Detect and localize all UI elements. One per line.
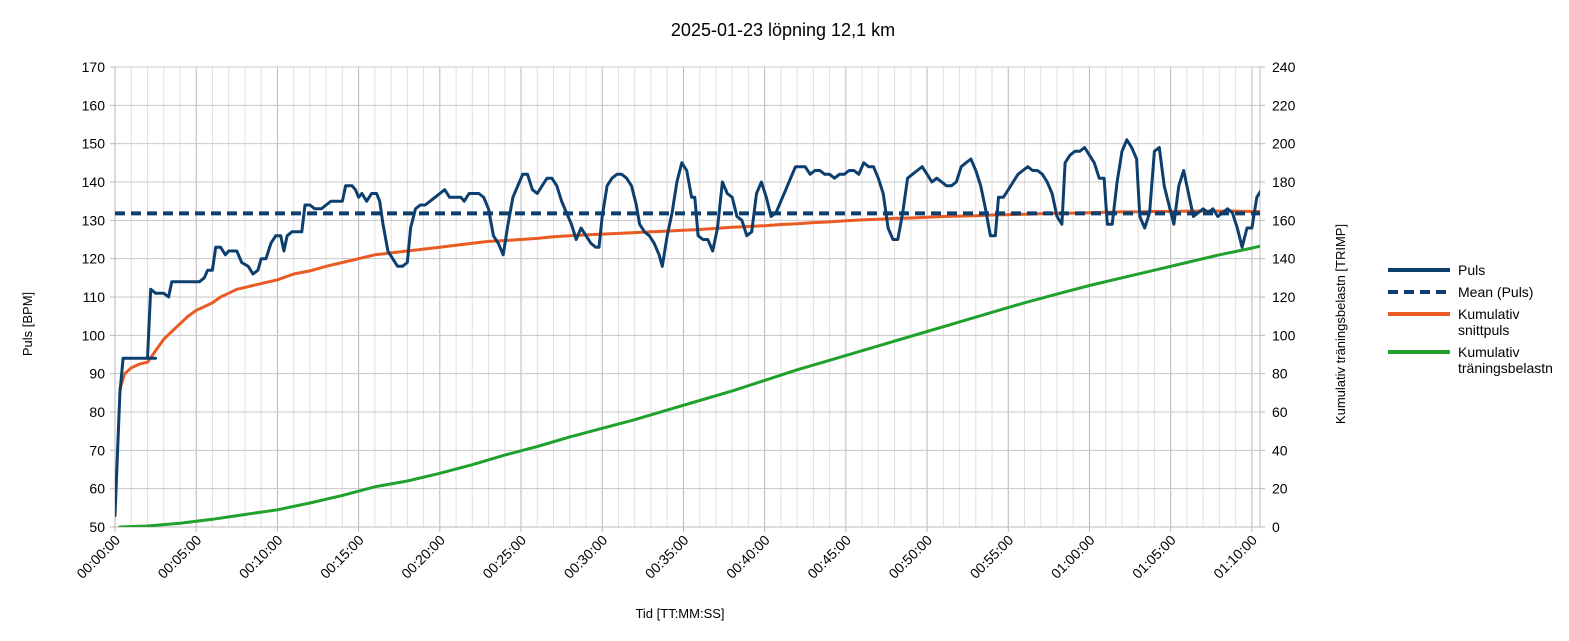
y-tick-label: 160 [82,97,106,113]
y-tick-label: 80 [89,404,105,420]
y2-axis-title: Kumulativ träningsbelastn [TRIMP] [1333,224,1348,424]
y2-tick-label: 120 [1272,289,1296,305]
y2-tick-label: 20 [1272,481,1288,497]
legend-label: snittpuls [1458,322,1509,338]
y-tick-label: 60 [89,481,105,497]
legend-label: Mean (Puls) [1458,284,1533,300]
legend-label: Kumulativ [1458,306,1519,322]
y2-tick-label: 220 [1272,97,1296,113]
y2-tick-label: 200 [1272,136,1296,152]
y2-tick-label: 80 [1272,366,1288,382]
y-tick-label: 170 [82,59,106,75]
series-puls-line [115,138,1260,517]
axes [110,66,1265,532]
x-axis-title: Tid [TT:MM:SS] [635,606,724,621]
y2-tick-label: 60 [1272,404,1288,420]
y-tick-label: 70 [89,442,105,458]
y-tick-label: 110 [83,289,106,305]
y2-tick-label: 160 [1272,212,1296,228]
y-tick-label: 100 [82,327,106,343]
y-tick-label: 50 [89,519,105,535]
y-tick-label: 150 [82,136,106,152]
y2-tick-label: 240 [1272,59,1296,75]
y2-tick-label: 100 [1272,327,1296,343]
y-tick-label: 140 [82,174,106,190]
series-lines [115,138,1260,527]
y-axis-title: Puls [BPM] [20,292,35,356]
chart-title: 2025-01-23 löpning 12,1 km [671,20,895,40]
legend-label: träningsbelastn [1458,360,1553,376]
y2-tick-label: 140 [1272,251,1296,267]
legend-label: Kumulativ [1458,344,1519,360]
y2-tick-label: 40 [1272,442,1288,458]
y2-tick-label: 0 [1272,519,1280,535]
series-kumulativ-tr-ningsbelastn-line [118,244,1260,527]
y2-tick-label: 180 [1272,174,1296,190]
y-tick-label: 130 [82,212,106,228]
y-tick-label: 90 [89,366,105,382]
legend-label: Puls [1458,262,1485,278]
y-tick-label: 120 [82,251,106,267]
